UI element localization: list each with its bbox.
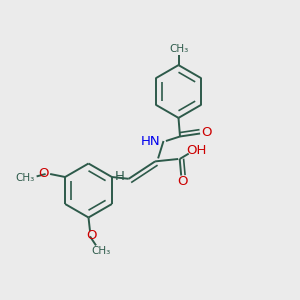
Text: H: H xyxy=(115,170,124,183)
Text: CH₃: CH₃ xyxy=(15,173,34,183)
Text: O: O xyxy=(38,167,49,180)
Text: O: O xyxy=(86,229,97,242)
Text: O: O xyxy=(177,175,188,188)
Text: CH₃: CH₃ xyxy=(92,245,111,256)
Text: HN: HN xyxy=(140,134,160,148)
Text: OH: OH xyxy=(186,144,206,157)
Text: O: O xyxy=(202,126,212,140)
Text: CH₃: CH₃ xyxy=(169,44,188,54)
